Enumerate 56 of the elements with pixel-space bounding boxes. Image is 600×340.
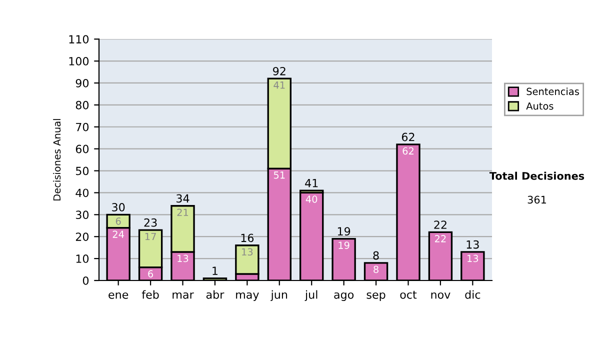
y-tick-label: 100 <box>69 57 89 66</box>
y-tick-label: 10 <box>76 254 89 263</box>
legend-label: Autos <box>526 102 554 110</box>
text: 361 <box>528 196 546 204</box>
y-tick-label: 80 <box>76 100 89 110</box>
total-label: 1 <box>212 266 218 275</box>
total-label: 22 <box>434 220 446 229</box>
data-label: 13 <box>468 254 478 262</box>
y-tick-label: 40 <box>76 188 89 198</box>
data-label: 6 <box>116 217 121 225</box>
legend-label: Sentencias <box>526 88 579 96</box>
data-label: 13 <box>242 248 253 256</box>
x-tick-label: ago <box>334 292 354 301</box>
data-label: 19 <box>338 242 350 249</box>
x-tick-label: oct <box>400 290 417 299</box>
total-label: 34 <box>176 194 190 203</box>
y-tick-label: 60 <box>76 144 89 154</box>
x-tick-label: mar <box>172 292 194 299</box>
data-label: 22 <box>434 235 446 242</box>
y-tick-label: 70 <box>76 122 89 132</box>
y-axis-title: Decisiones Anual <box>53 119 61 200</box>
data-label: 21 <box>177 208 188 216</box>
total-label: 41 <box>305 179 318 188</box>
total-label: 13 <box>466 240 479 249</box>
x-tick-label: nov <box>431 292 450 299</box>
annotation: Total Decisiones <box>489 172 584 180</box>
total-label: 92 <box>273 66 286 76</box>
data-label: 17 <box>145 232 156 240</box>
data-label: 6 <box>148 270 154 278</box>
y-tick-label: 30 <box>76 210 89 220</box>
data-label: 24 <box>112 230 124 238</box>
data-label: 13 <box>178 254 188 262</box>
total-label: 16 <box>241 234 254 242</box>
y-tick-label: 50 <box>76 166 89 176</box>
x-tick-label: abr <box>206 290 224 299</box>
y-tick-label: 110 <box>69 35 89 44</box>
x-tick-label: ene <box>108 292 128 299</box>
total-label: 23 <box>144 218 157 227</box>
x-tick-label: dic <box>465 290 480 299</box>
x-tick-label: sep <box>366 292 386 301</box>
x-tick-label: jul <box>304 290 318 301</box>
total-label: 19 <box>338 227 350 236</box>
x-tick-label: feb <box>142 290 159 299</box>
total-label: 30 <box>112 203 125 212</box>
data-label: 40 <box>306 196 318 203</box>
total-label: 62 <box>402 132 414 142</box>
y-tick-label: 0 <box>82 276 89 285</box>
y-tick-label: 20 <box>76 232 89 241</box>
x-tick-label: may <box>236 292 259 301</box>
data-label: 51 <box>274 172 285 179</box>
data-label: 41 <box>274 82 285 89</box>
data-label: 62 <box>402 147 414 155</box>
x-tick-label: jun <box>270 290 288 301</box>
total-label: 8 <box>373 251 379 260</box>
y-tick-label: 90 <box>76 78 89 88</box>
data-label: 8 <box>374 266 378 274</box>
